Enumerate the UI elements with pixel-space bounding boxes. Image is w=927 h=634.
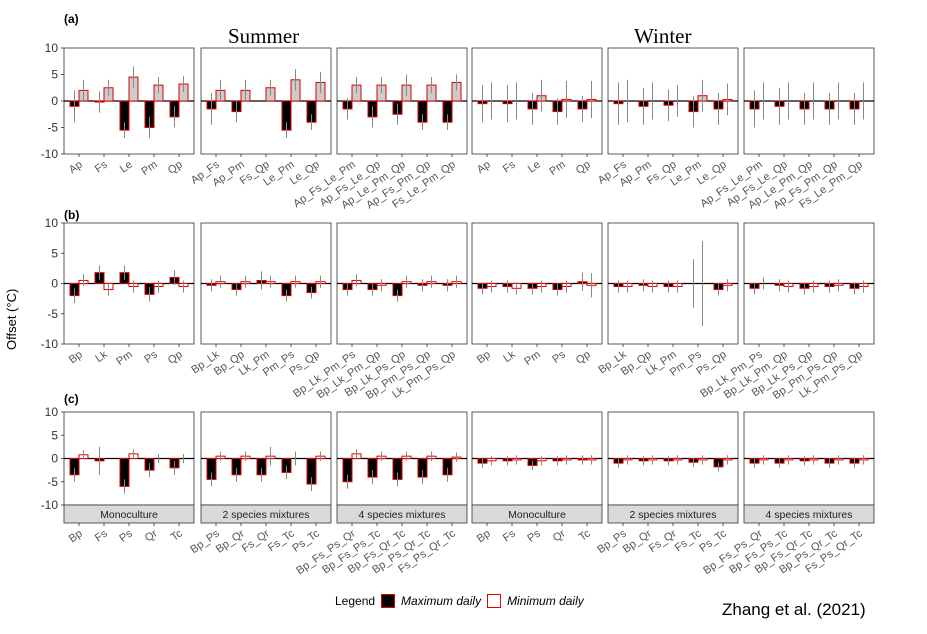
legend-max-label: Maximum daily [401, 594, 482, 608]
legend: Legend Maximum daily Minimum daily [335, 594, 584, 608]
credit: Zhang et al. (2021) [722, 600, 866, 619]
x-tick-label: Pm [139, 159, 159, 178]
y-tick-label: 10 [45, 405, 59, 419]
y-tick-label: -10 [41, 147, 59, 161]
x-tick-label: Fs [93, 158, 110, 175]
y-tick-label: 0 [51, 452, 58, 466]
facet-strip [63, 504, 195, 524]
x-tick-label: Pm [547, 159, 567, 178]
x-tick-label: Bp [475, 349, 493, 367]
legend-min-label: Minimum daily [507, 594, 584, 608]
row-b-label: (b) [64, 208, 80, 222]
x-tick-label: Tc [577, 527, 593, 543]
x-tick-label: Fs_Qr [240, 527, 272, 555]
y-tick-label: 5 [51, 428, 58, 442]
legend-min-swatch [487, 594, 502, 608]
facet-strip-label: Monoculture [508, 509, 566, 521]
y-tick-label: -5 [47, 475, 58, 489]
panel-1: -10 -5 0 5 10 Ap Fs Le Pm Qp [41, 41, 195, 178]
y-tick-label: 10 [45, 41, 59, 55]
facet-strip [471, 504, 603, 524]
panel-4: Ap Fs Le Pm Qp [471, 47, 603, 178]
facet-strip-label: Monoculture [100, 509, 158, 521]
facet-strip [336, 504, 468, 524]
y-tick-label: -10 [41, 498, 59, 512]
x-tick-label: Fs_Tc [266, 527, 297, 554]
x-tick-label: Ps [117, 527, 135, 544]
x-tick-label: Qr [551, 527, 568, 544]
panel-10: Bp Lk Pm Ps Qp [471, 222, 603, 368]
panel-16: Bp Fs Ps Qr Tc Monoculture [471, 411, 603, 546]
facet-strip-label: 4 species mixtures [766, 509, 853, 521]
x-tick-label: Bp [67, 528, 85, 546]
y-tick-label: 5 [51, 246, 58, 260]
x-tick-label: Fs [501, 527, 518, 544]
y-tick-label: -5 [47, 307, 58, 321]
x-tick-label: Qp [574, 159, 593, 177]
panel-7: -10 -5 0 5 10 Bp Lk Pm Ps Qp [41, 216, 195, 368]
legend-max-swatch [381, 594, 396, 608]
facet-strip [743, 504, 875, 524]
x-tick-label: Ps [525, 527, 543, 544]
x-tick-label: Ap [475, 159, 493, 177]
x-tick-label: Le [526, 159, 543, 176]
x-tick-label: Ap [67, 159, 85, 177]
season-label-summer: Summer [228, 24, 300, 48]
x-tick-label: Le [118, 159, 135, 176]
x-tick-label: Fs [93, 527, 110, 544]
x-tick-label: Qr [143, 527, 160, 544]
facet-strip-label: 2 species mixtures [223, 509, 310, 521]
facet-strip-label: 4 species mixtures [359, 509, 446, 521]
legend-title: Legend [335, 594, 376, 608]
x-tick-label: Bp [475, 528, 493, 546]
x-tick-label: Qp [166, 349, 185, 367]
x-tick-label: Pm [522, 349, 542, 368]
x-tick-label: Fs [501, 158, 518, 175]
y-axis-title: Offset (°C) [4, 288, 19, 350]
y-tick-label: -5 [47, 121, 58, 135]
panel-13: -10 -5 0 5 10 Bp Fs Ps Qr Tc Monoculture [41, 405, 195, 546]
x-tick-label: Ps [550, 348, 568, 365]
x-tick-label: Bp_Qr [214, 527, 247, 555]
x-tick-label: Qp [166, 159, 185, 177]
x-tick-label: Fs_Qr [647, 527, 679, 555]
x-tick-label: Tc [169, 527, 185, 543]
x-tick-label: Pm [114, 349, 134, 368]
facet-strip [200, 504, 332, 524]
x-tick-label: Fs_Tc [673, 527, 704, 554]
season-label-winter: Winter [634, 24, 692, 48]
y-tick-label: 0 [51, 94, 58, 108]
y-tick-label: 5 [51, 68, 58, 82]
y-tick-label: -10 [41, 337, 59, 351]
x-tick-label: Bp_Qr [621, 527, 654, 555]
facet-strip [607, 504, 739, 524]
x-tick-label: Lk [501, 348, 518, 365]
y-tick-label: 10 [45, 216, 59, 230]
x-tick-label: Bp [67, 349, 85, 367]
x-tick-label: Ps [142, 348, 160, 365]
x-tick-label: Qp [574, 349, 593, 367]
row-a-label: (a) [64, 12, 79, 26]
facet-strip-label: 2 species mixtures [630, 509, 717, 521]
y-tick-label: 0 [51, 277, 58, 291]
row-c-label: (c) [64, 392, 79, 406]
x-tick-label: Lk [93, 348, 110, 365]
